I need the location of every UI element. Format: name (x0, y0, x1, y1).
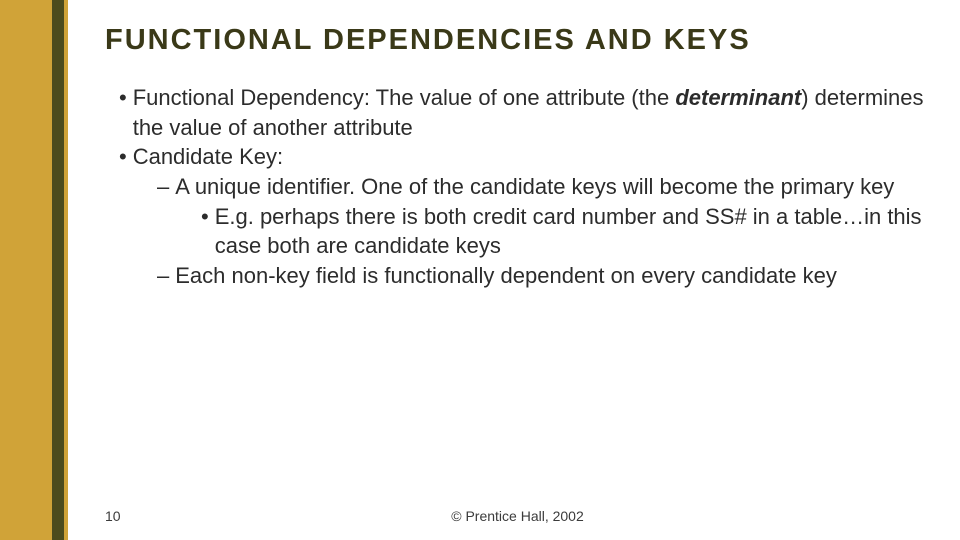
slide-body: • Functional Dependency: The value of on… (105, 83, 930, 291)
bullet-ck-nonkey: – Each non-key field is functionally dep… (157, 261, 930, 291)
accent-stripe-thin (64, 0, 68, 540)
fd-prefix: Functional Dependency: The value of one … (133, 85, 676, 110)
bullet-text: A unique identifier. One of the candidat… (175, 172, 894, 202)
bullet-dot-icon: • (119, 142, 127, 172)
bullet-ck-unique-id: – A unique identifier. One of the candid… (157, 172, 930, 202)
bullet-candidate-key: • Candidate Key: (119, 142, 930, 172)
bullet-functional-dependency: • Functional Dependency: The value of on… (119, 83, 930, 142)
copyright-text: © Prentice Hall, 2002 (105, 508, 930, 524)
bullet-text: Each non-key field is functionally depen… (175, 261, 837, 291)
accent-stripe-olive (52, 0, 64, 540)
slide-title: FUNCTIONAL DEPENDENCIES AND KEYS (105, 24, 930, 57)
bullet-dash-icon: – (157, 261, 169, 291)
bullet-text: Candidate Key: (133, 142, 283, 172)
bullet-text: Functional Dependency: The value of one … (133, 83, 930, 142)
bullet-dash-icon: – (157, 172, 169, 202)
bullet-dot-icon: • (119, 83, 127, 142)
slide-content: FUNCTIONAL DEPENDENCIES AND KEYS • Funct… (105, 24, 930, 540)
bullet-ck-example: • E.g. perhaps there is both credit card… (201, 202, 930, 261)
fd-determinant: determinant (675, 85, 801, 110)
accent-stripe-curry (0, 0, 52, 540)
bullet-text: E.g. perhaps there is both credit card n… (215, 202, 930, 261)
bullet-dot-icon: • (201, 202, 209, 261)
